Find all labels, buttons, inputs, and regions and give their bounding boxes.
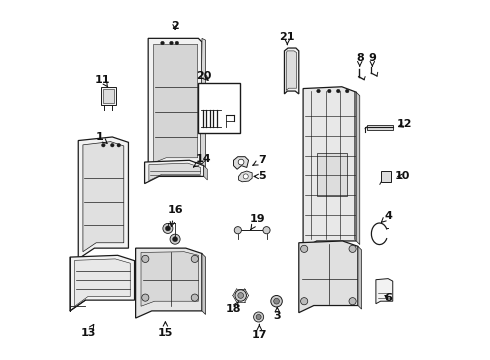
Circle shape bbox=[234, 226, 242, 234]
Circle shape bbox=[300, 298, 308, 305]
Bar bbox=[102, 89, 114, 103]
Circle shape bbox=[349, 245, 356, 252]
Polygon shape bbox=[303, 87, 356, 248]
Circle shape bbox=[317, 89, 320, 93]
Text: 4: 4 bbox=[381, 211, 392, 222]
Text: 11: 11 bbox=[95, 75, 110, 87]
Polygon shape bbox=[239, 171, 252, 182]
Circle shape bbox=[101, 143, 105, 147]
Circle shape bbox=[300, 245, 308, 252]
Polygon shape bbox=[148, 39, 202, 169]
Polygon shape bbox=[70, 255, 135, 311]
Circle shape bbox=[172, 237, 177, 242]
Circle shape bbox=[142, 294, 149, 301]
Polygon shape bbox=[356, 92, 360, 244]
Text: 21: 21 bbox=[280, 32, 295, 45]
Polygon shape bbox=[83, 141, 124, 252]
Bar bbox=[198, 83, 240, 134]
Polygon shape bbox=[148, 160, 205, 173]
Circle shape bbox=[161, 41, 164, 45]
Text: 1: 1 bbox=[96, 132, 107, 143]
Circle shape bbox=[166, 226, 171, 231]
Circle shape bbox=[263, 226, 270, 234]
Text: 9: 9 bbox=[368, 53, 376, 66]
Polygon shape bbox=[358, 246, 362, 309]
Circle shape bbox=[191, 294, 198, 301]
Text: 15: 15 bbox=[158, 322, 173, 338]
Polygon shape bbox=[78, 137, 128, 259]
Polygon shape bbox=[202, 253, 205, 315]
Polygon shape bbox=[204, 166, 207, 180]
Circle shape bbox=[345, 89, 349, 93]
Polygon shape bbox=[286, 51, 296, 90]
Text: 10: 10 bbox=[395, 171, 411, 181]
Circle shape bbox=[238, 293, 244, 298]
Polygon shape bbox=[145, 160, 204, 184]
Polygon shape bbox=[376, 279, 393, 304]
Text: 8: 8 bbox=[356, 53, 364, 66]
Text: 6: 6 bbox=[385, 293, 392, 303]
Circle shape bbox=[327, 89, 331, 93]
Circle shape bbox=[243, 174, 248, 179]
Text: 19: 19 bbox=[250, 215, 266, 230]
Circle shape bbox=[271, 296, 282, 307]
Bar bbox=[367, 126, 393, 130]
Polygon shape bbox=[74, 259, 130, 306]
Text: 2: 2 bbox=[171, 21, 179, 31]
Text: 13: 13 bbox=[80, 324, 96, 338]
Bar bbox=[101, 87, 116, 105]
Polygon shape bbox=[149, 163, 200, 181]
Circle shape bbox=[111, 143, 114, 147]
Text: 5: 5 bbox=[254, 171, 266, 181]
Text: 18: 18 bbox=[226, 301, 241, 314]
Circle shape bbox=[163, 224, 173, 233]
Text: 17: 17 bbox=[251, 324, 267, 340]
Circle shape bbox=[170, 41, 173, 45]
Text: 14: 14 bbox=[194, 154, 212, 167]
Circle shape bbox=[117, 143, 121, 147]
Polygon shape bbox=[299, 241, 358, 313]
Circle shape bbox=[238, 159, 244, 165]
Bar bbox=[381, 171, 392, 182]
Circle shape bbox=[142, 255, 149, 262]
Circle shape bbox=[337, 89, 340, 93]
Polygon shape bbox=[141, 252, 198, 306]
Polygon shape bbox=[200, 39, 205, 164]
Bar bbox=[317, 153, 347, 196]
Text: 20: 20 bbox=[196, 71, 212, 81]
Circle shape bbox=[191, 255, 198, 262]
Text: 7: 7 bbox=[253, 155, 266, 165]
Circle shape bbox=[170, 234, 180, 244]
Text: 3: 3 bbox=[273, 307, 281, 321]
Circle shape bbox=[235, 290, 246, 301]
Polygon shape bbox=[153, 44, 197, 163]
Polygon shape bbox=[285, 48, 299, 94]
Polygon shape bbox=[136, 248, 202, 318]
Circle shape bbox=[274, 298, 279, 304]
Text: 12: 12 bbox=[397, 120, 412, 129]
Polygon shape bbox=[234, 157, 248, 169]
Circle shape bbox=[349, 298, 356, 305]
Text: 16: 16 bbox=[167, 206, 183, 226]
Circle shape bbox=[175, 41, 179, 45]
Circle shape bbox=[254, 312, 264, 322]
Circle shape bbox=[256, 315, 261, 319]
